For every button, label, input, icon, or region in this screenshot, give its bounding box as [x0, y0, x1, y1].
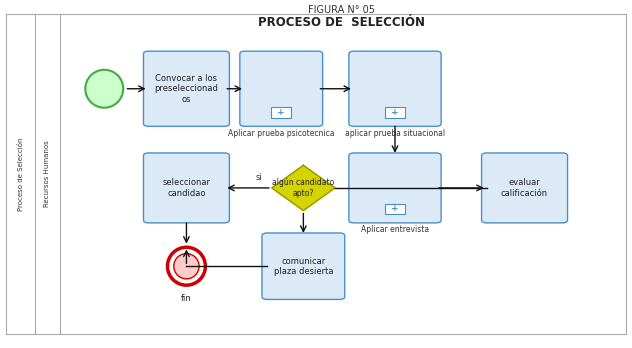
FancyBboxPatch shape [385, 204, 405, 214]
FancyBboxPatch shape [349, 153, 441, 223]
FancyBboxPatch shape [271, 107, 291, 118]
FancyBboxPatch shape [482, 153, 568, 223]
Ellipse shape [174, 254, 199, 279]
Text: PROCESO DE  SELECCIÓN: PROCESO DE SELECCIÓN [258, 16, 425, 29]
FancyBboxPatch shape [143, 153, 229, 223]
Polygon shape [272, 165, 335, 211]
Text: seleccionar
candidao: seleccionar candidao [162, 178, 210, 198]
FancyBboxPatch shape [262, 233, 345, 299]
Text: Aplicar entrevista: Aplicar entrevista [361, 226, 429, 234]
Text: si: si [256, 173, 262, 182]
FancyBboxPatch shape [349, 51, 441, 126]
Text: +: + [391, 108, 399, 117]
Ellipse shape [167, 247, 205, 285]
Text: FIGURA N° 05: FIGURA N° 05 [308, 5, 375, 15]
Text: +: + [391, 205, 399, 213]
Text: Proceso de Selección: Proceso de Selección [18, 137, 23, 211]
Text: comunicar
plaza desierta: comunicar plaza desierta [274, 256, 333, 276]
Text: Recursos Humanos: Recursos Humanos [44, 141, 51, 207]
Text: fin: fin [181, 294, 192, 303]
Text: aplicar prueba situacional: aplicar prueba situacional [345, 129, 445, 138]
Text: Aplicar prueba psicotecnica: Aplicar prueba psicotecnica [228, 129, 334, 138]
Ellipse shape [85, 70, 123, 108]
Text: evaluar
calificación: evaluar calificación [501, 178, 548, 198]
Text: algún candidato
apto?: algún candidato apto? [272, 178, 334, 198]
FancyBboxPatch shape [143, 51, 229, 126]
FancyBboxPatch shape [385, 107, 405, 118]
Text: Convocar a los
preseleccionad
os: Convocar a los preseleccionad os [154, 74, 219, 104]
FancyBboxPatch shape [240, 51, 322, 126]
Text: +: + [277, 108, 285, 117]
